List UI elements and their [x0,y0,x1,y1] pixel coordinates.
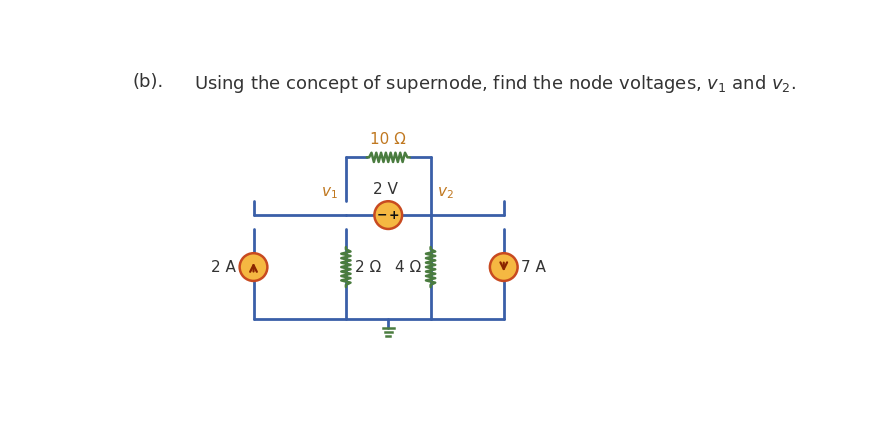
Text: 7 A: 7 A [522,259,546,275]
Text: 2 V: 2 V [373,182,397,198]
Circle shape [490,253,517,281]
Text: +: + [388,209,400,222]
Text: (b).: (b). [132,73,164,91]
Text: $v_1$: $v_1$ [321,186,338,201]
Text: 4 Ω: 4 Ω [395,259,422,275]
Text: 2 Ω: 2 Ω [355,259,381,275]
Circle shape [375,201,402,229]
Text: Using the concept of supernode, find the node voltages, $v_1$ and $v_2$.: Using the concept of supernode, find the… [194,73,796,95]
Text: −: − [377,209,388,222]
Text: $v_2$: $v_2$ [436,186,454,201]
Circle shape [240,253,267,281]
Text: 2 A: 2 A [211,259,236,275]
Text: 10 Ω: 10 Ω [370,132,406,146]
